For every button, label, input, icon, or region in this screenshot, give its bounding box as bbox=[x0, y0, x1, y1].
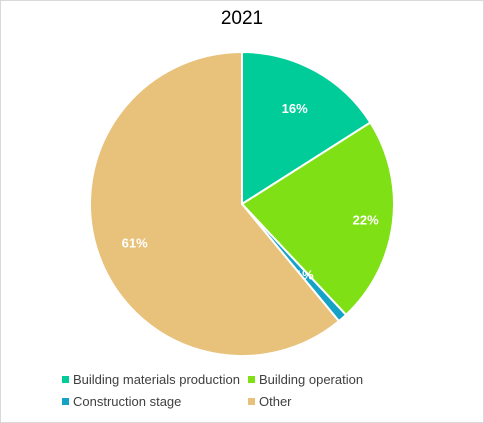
legend-label: Building operation bbox=[259, 372, 364, 387]
pie-slice-building-operation bbox=[240, 121, 395, 317]
pie-chart: 16%22%1%61% bbox=[89, 50, 395, 357]
legend-item-construction-stage: Construction stage bbox=[62, 394, 181, 409]
pie-slice-other bbox=[89, 50, 341, 357]
legend-label: Other bbox=[259, 394, 292, 409]
legend-swatch bbox=[248, 398, 255, 405]
legend-swatch bbox=[62, 376, 69, 383]
pie-slice-building-materials-production bbox=[241, 50, 372, 206]
legend-swatch bbox=[248, 376, 255, 383]
legend-item-building-materials-production: Building materials production bbox=[62, 372, 240, 387]
data-label-building-operation: 22% bbox=[353, 213, 379, 228]
data-label-building-materials-production: 16% bbox=[282, 101, 308, 116]
legend-swatch bbox=[62, 398, 69, 405]
data-label-other: 61% bbox=[122, 236, 148, 251]
legend-label: Building materials production bbox=[73, 372, 240, 387]
legend-label: Construction stage bbox=[73, 394, 182, 409]
chart-title: 2021 bbox=[220, 8, 264, 29]
legend-item-other: Other bbox=[248, 394, 292, 409]
legend-item-building-operation: Building operation bbox=[248, 372, 363, 387]
